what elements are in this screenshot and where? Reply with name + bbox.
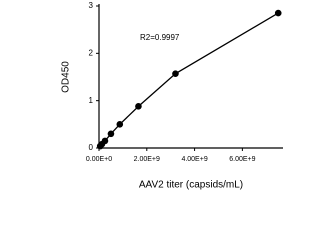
fit-line bbox=[99, 12, 279, 147]
annotation: R2=0.9997 bbox=[140, 33, 180, 42]
point bbox=[172, 70, 179, 77]
y-tick-label: 0 bbox=[89, 143, 94, 152]
y-tick-label: 2 bbox=[89, 48, 94, 57]
point bbox=[116, 121, 124, 128]
x-tick-label: 4.00E+9 bbox=[181, 156, 207, 163]
x-tick-label: 6.00E+9 bbox=[229, 156, 255, 163]
y-axis-label: OD450 bbox=[61, 61, 72, 93]
point bbox=[274, 9, 282, 17]
x-tick-label: 0.00E+0 bbox=[86, 156, 112, 163]
point bbox=[101, 137, 109, 145]
page: R2=0.9997 AAV2 titer (capsids/mL) OD450 … bbox=[60, 1, 283, 191]
y-tick-label: 1 bbox=[89, 96, 94, 105]
x-tick-label: 2.00E+9 bbox=[134, 156, 160, 163]
x-axis-label: AAV2 titer (capsids/mL) bbox=[139, 180, 243, 191]
y-tick-label: 3 bbox=[89, 1, 94, 10]
chart: R2=0.9997 AAV2 titer (capsids/mL) OD450 … bbox=[61, 1, 283, 191]
point bbox=[135, 103, 142, 110]
point bbox=[107, 130, 115, 138]
